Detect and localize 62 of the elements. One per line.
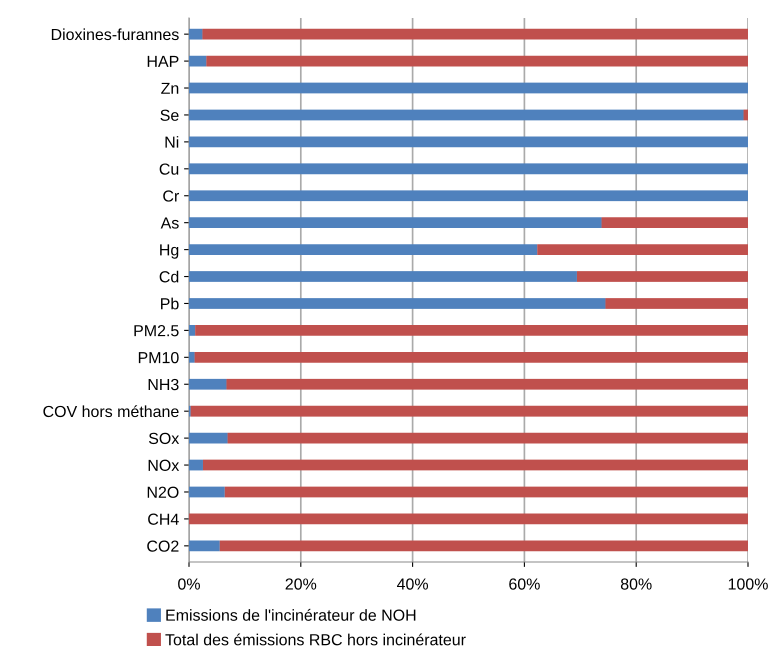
bar: [206, 56, 748, 66]
y-tick-label: Cr: [163, 190, 180, 202]
y-tick-label: Cd: [160, 270, 178, 282]
bar: [189, 136, 748, 148]
y-tick-label: Pb: [161, 298, 179, 310]
bar: [189, 271, 577, 282]
bar: [189, 110, 744, 120]
bar: [602, 217, 748, 228]
legend-label: Emissions de l'incinérateur de NOH: [166, 608, 416, 621]
bar: [189, 217, 602, 228]
bar: [189, 432, 228, 444]
bar: [189, 514, 748, 524]
bar: [189, 163, 748, 174]
legend-label: Total des émissions RBC hors incinérateur: [165, 633, 466, 646]
bar: [226, 378, 748, 390]
y-tick-label: Ni: [166, 136, 178, 148]
bar: [202, 28, 748, 40]
y-tick-label: As: [160, 217, 179, 229]
bar: [189, 298, 606, 309]
y-tick-label: CO2: [147, 540, 178, 552]
bar: [194, 352, 748, 363]
bar: [189, 460, 203, 470]
y-tick-label: Zn: [161, 82, 178, 94]
y-tick-label: COV hors méthane: [43, 405, 179, 418]
y-tick-label: Hg: [160, 244, 178, 259]
bar: [195, 325, 748, 336]
bar: [228, 432, 748, 444]
bar: [220, 540, 748, 552]
y-tick-label: PM10: [138, 352, 179, 364]
bar: [189, 486, 225, 498]
y-tick-label: Se: [160, 110, 179, 121]
y-tick-label: Cu: [160, 163, 178, 175]
y-tick-label: PM2.5: [134, 325, 179, 336]
bar: [189, 28, 202, 40]
bar: [537, 244, 748, 255]
bar: [189, 56, 206, 66]
x-tick-label: 40%: [396, 578, 428, 590]
x-tick-label: 20%: [286, 578, 316, 590]
y-tick-label: SOx: [148, 432, 180, 444]
x-tick-label: 80%: [620, 578, 652, 590]
bar: [189, 352, 195, 363]
bar: [744, 110, 748, 120]
y-tick-label: CH4: [148, 514, 179, 525]
bar: [189, 540, 220, 552]
y-tick-label: N2O: [148, 486, 179, 498]
bar: [202, 460, 748, 470]
bar: [189, 378, 226, 390]
y-tick-label: Dioxines-furannes: [52, 28, 179, 40]
x-tick-label: 60%: [509, 578, 540, 590]
bar: [189, 82, 748, 94]
x-tick-label: 0%: [178, 578, 200, 590]
bar: [189, 325, 196, 336]
bar: [224, 486, 748, 498]
x-tick-label: 100%: [728, 578, 768, 590]
bar: [190, 406, 748, 417]
bar: [189, 244, 538, 255]
bar: [605, 298, 748, 309]
bar: [189, 190, 748, 202]
y-tick-label: NH3: [148, 378, 179, 390]
y-tick-label: NOx: [148, 460, 180, 471]
y-tick-label: HAP: [148, 56, 178, 67]
bar: [576, 271, 748, 282]
